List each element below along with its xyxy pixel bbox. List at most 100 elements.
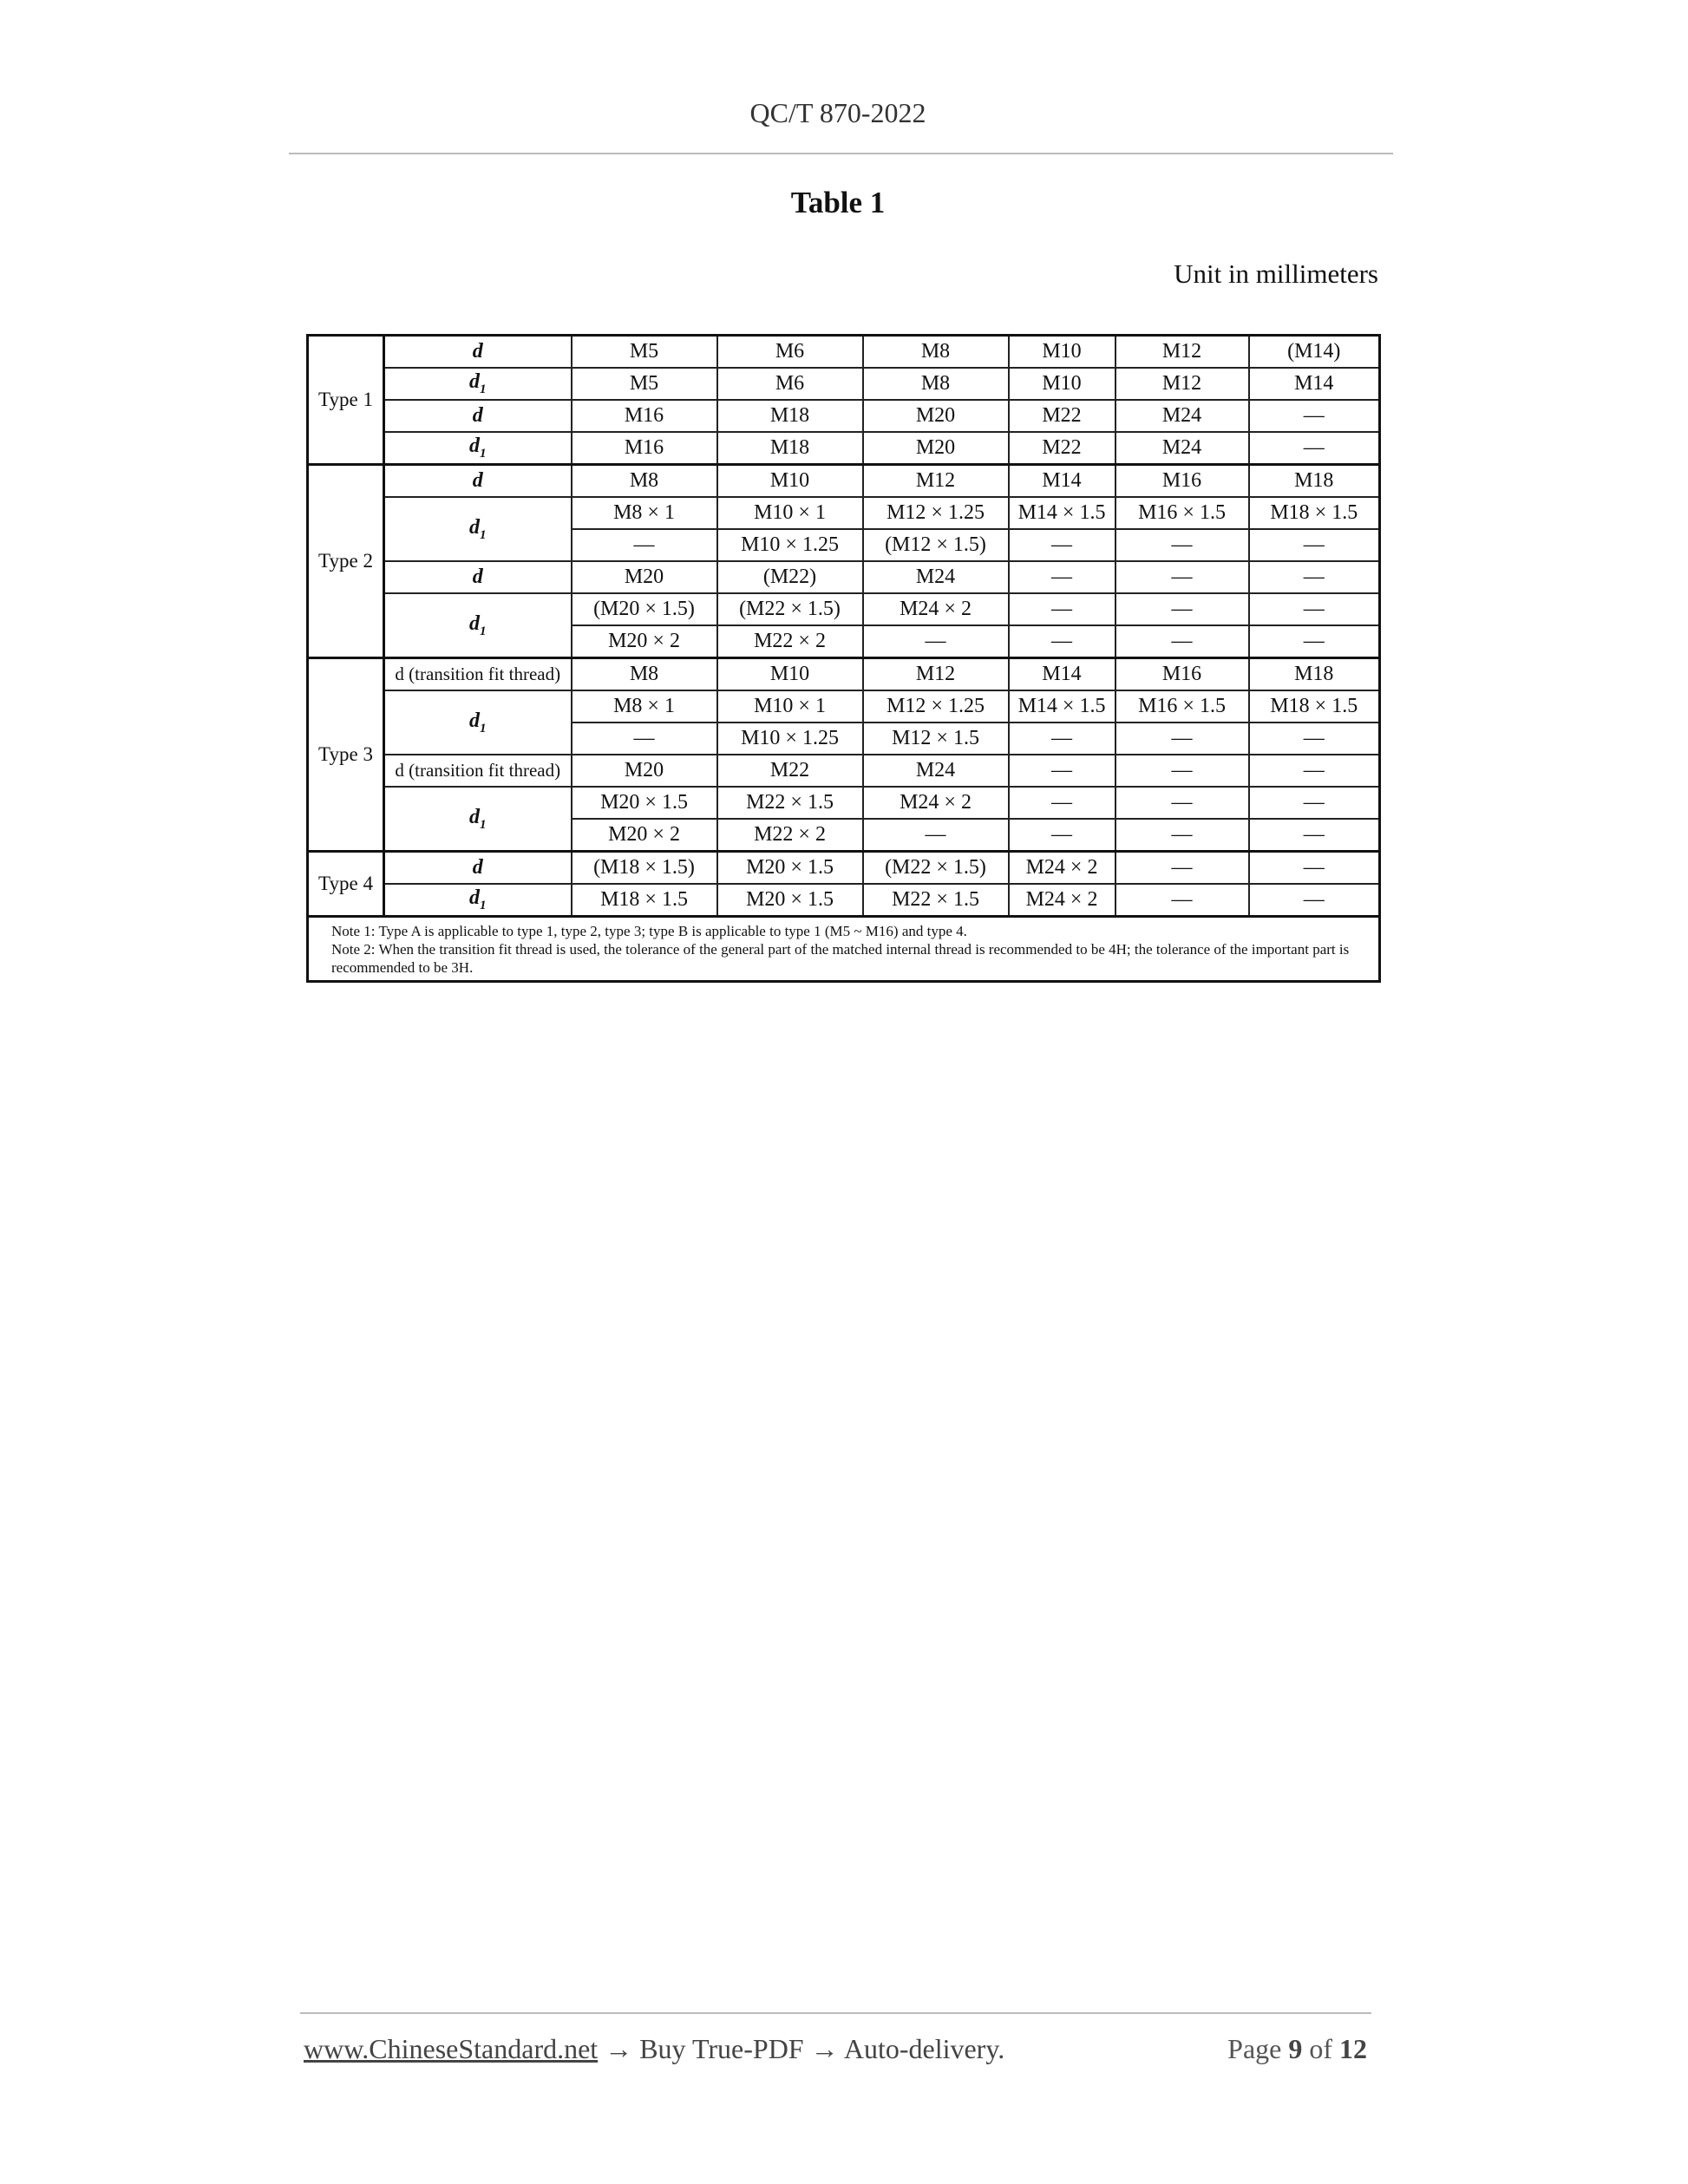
thread-size-cell: (M22 × 1.5) [861,850,1010,885]
table-row: d1 (M20 × 1.5) (M22 × 1.5) M24 × 2— — — [308,592,1381,659]
thread-size-cell: M22 × 2 [716,818,864,853]
thread-size-cell: M5 [570,334,718,369]
thread-size-cell: M20 × 2 [570,818,718,853]
thread-size-cell: M20 [861,399,1010,433]
thread-size-cell: M14 × 1.5 [1007,496,1116,530]
thread-size-cell: M10 × 1 [716,690,864,723]
thread-size-cell: — [1007,528,1116,562]
symbol-d: d [469,805,480,828]
table-row: d1 M8 × 1 M10 × 1 M12 × 1.25 M14 × 1.5 M16 × … [308,690,1381,755]
thread-size-cell: M20 × 1.5 [716,850,864,885]
thread-size-cell: M18 × 1.5 [1247,496,1381,530]
dimension-label: d1 [383,690,572,755]
thread-size-cell: M24 [861,754,1010,788]
thread-size-cell: — [1007,754,1116,788]
thread-size-cell: M12 × 1.5 [861,722,1010,755]
thread-size-cell: M10 × 1.25 [716,722,864,755]
thread-size-cell: (M22 × 1.5) [716,592,864,626]
symbol-d: d [469,370,480,394]
thread-size-cell: — [1247,786,1381,820]
thread-size-cell: M20 [570,754,718,788]
dimension-label: d1 [383,367,572,401]
type-label: Type 1 [306,334,385,466]
thread-size-cell: — [1114,528,1250,562]
thread-size-cell: — [1247,431,1381,466]
symbol-d: d [469,709,480,732]
thread-size-cell: M8 [570,657,718,691]
table-row: M20 × 2 M22 × 2— — — — [308,624,1381,659]
subscript-1: 1 [480,624,487,638]
thread-size-cell: M24 × 2 [1007,883,1116,918]
subscript-1: 1 [480,527,487,542]
thread-size-cell: M24 [1114,399,1250,433]
thread-size-cell: — [570,528,718,562]
thread-size-cell: M10 [716,463,864,498]
symbol-d: d [472,856,483,879]
website-link[interactable]: www.ChineseStandard.net [304,2033,599,2064]
buy-pdf-text: Buy True-PDF [639,2033,804,2064]
table-row: — M10 × 1.25 (M12 × 1.5) — — — [308,528,1381,562]
thread-size-cell: — [1247,754,1381,788]
thread-size-cell: — [1114,624,1250,659]
dimension-label: d [383,560,572,594]
table-row: d1 M5 M6 M8 M10 M12 M14 [308,367,1381,401]
thread-size-cell: — [1114,818,1250,853]
thread-size-cell: — [1114,592,1250,626]
thread-size-cell: M18 × 1.5 [570,883,718,918]
symbol-d: d [472,469,483,492]
table-row: d1 M16 M18 M20 M22 M24— [308,431,1381,466]
thread-size-cell: M16 × 1.5 [1114,496,1250,530]
thread-size-cell: M16 [1114,657,1250,691]
thread-size-cell: — [861,818,1010,853]
page-number: 9 [1288,2033,1303,2064]
symbol-d: d [472,566,483,588]
symbol-d: d [469,886,480,910]
thread-size-cell: — [1247,592,1381,626]
thread-size-cell: M16 [1114,463,1250,498]
table-row: d1 M18 × 1.5 M20 × 1.5 M22 × 1.5 M24 × 2— — [308,883,1381,918]
dimension-label: d1 [383,786,572,853]
thread-size-cell: M14 × 1.5 [1007,690,1116,723]
thread-size-cell: — [1247,883,1381,918]
thread-size-cell: M14 [1007,463,1116,498]
type-label: Type 3 [306,657,385,853]
thread-size-cell: — [1007,722,1116,755]
dimension-label: d [383,399,572,433]
note-text: Note 2: When the transition fit thread i… [331,941,1350,976]
thread-size-cell: M12 × 1.25 [861,496,1010,530]
thread-size-cell: M24 [1114,431,1250,466]
thread-size-table: Type 1 d M5 M6 M8 M10 M12 (M14) d1 M5 M6 M8 M10 M12 M1… [306,334,1381,983]
subscript-1: 1 [480,721,487,736]
note-text: Note 1: Type A is applicable to type 1, … [331,923,967,939]
thread-size-cell: M10 × 1.25 [716,528,864,562]
footer-divider [300,2012,1371,2014]
thread-size-cell: M18 [716,431,864,466]
table-row: d M20 (M22) M24— — — [308,560,1381,594]
thread-size-cell: M16 [570,431,718,466]
thread-size-cell: — [1114,850,1250,885]
thread-size-cell: M8 [861,367,1010,401]
thread-size-cell: M20 × 1.5 [716,883,864,918]
table-notes: Note 1: Type A is applicable to type 1, … [306,915,1381,983]
thread-size-cell: — [1247,560,1381,594]
thread-size-cell: M18 [1247,657,1381,691]
thread-size-cell: — [1114,786,1250,820]
arrow-right-icon: → [810,2033,839,2064]
thread-size-cell: M12 × 1.25 [861,690,1010,723]
thread-size-cell: (M18 × 1.5) [570,850,718,885]
thread-size-cell: M12 [1114,367,1250,401]
thread-size-cell: — [861,624,1010,659]
thread-size-cell: M22 × 2 [716,624,864,659]
symbol-d: d [469,515,480,539]
thread-size-cell: — [1114,560,1250,594]
thread-size-cell: — [1007,624,1116,659]
thread-size-cell: M8 [570,463,718,498]
thread-size-cell: M22 [1007,399,1116,433]
thread-size-cell: M20 [861,431,1010,466]
table-row: M20 × 2 M22 × 2— — — — [308,818,1381,853]
thread-size-cell: M6 [716,334,864,369]
dimension-label: d1 [383,431,572,466]
thread-size-cell: M16 × 1.5 [1114,690,1250,723]
thread-size-cell: M8 [861,334,1010,369]
